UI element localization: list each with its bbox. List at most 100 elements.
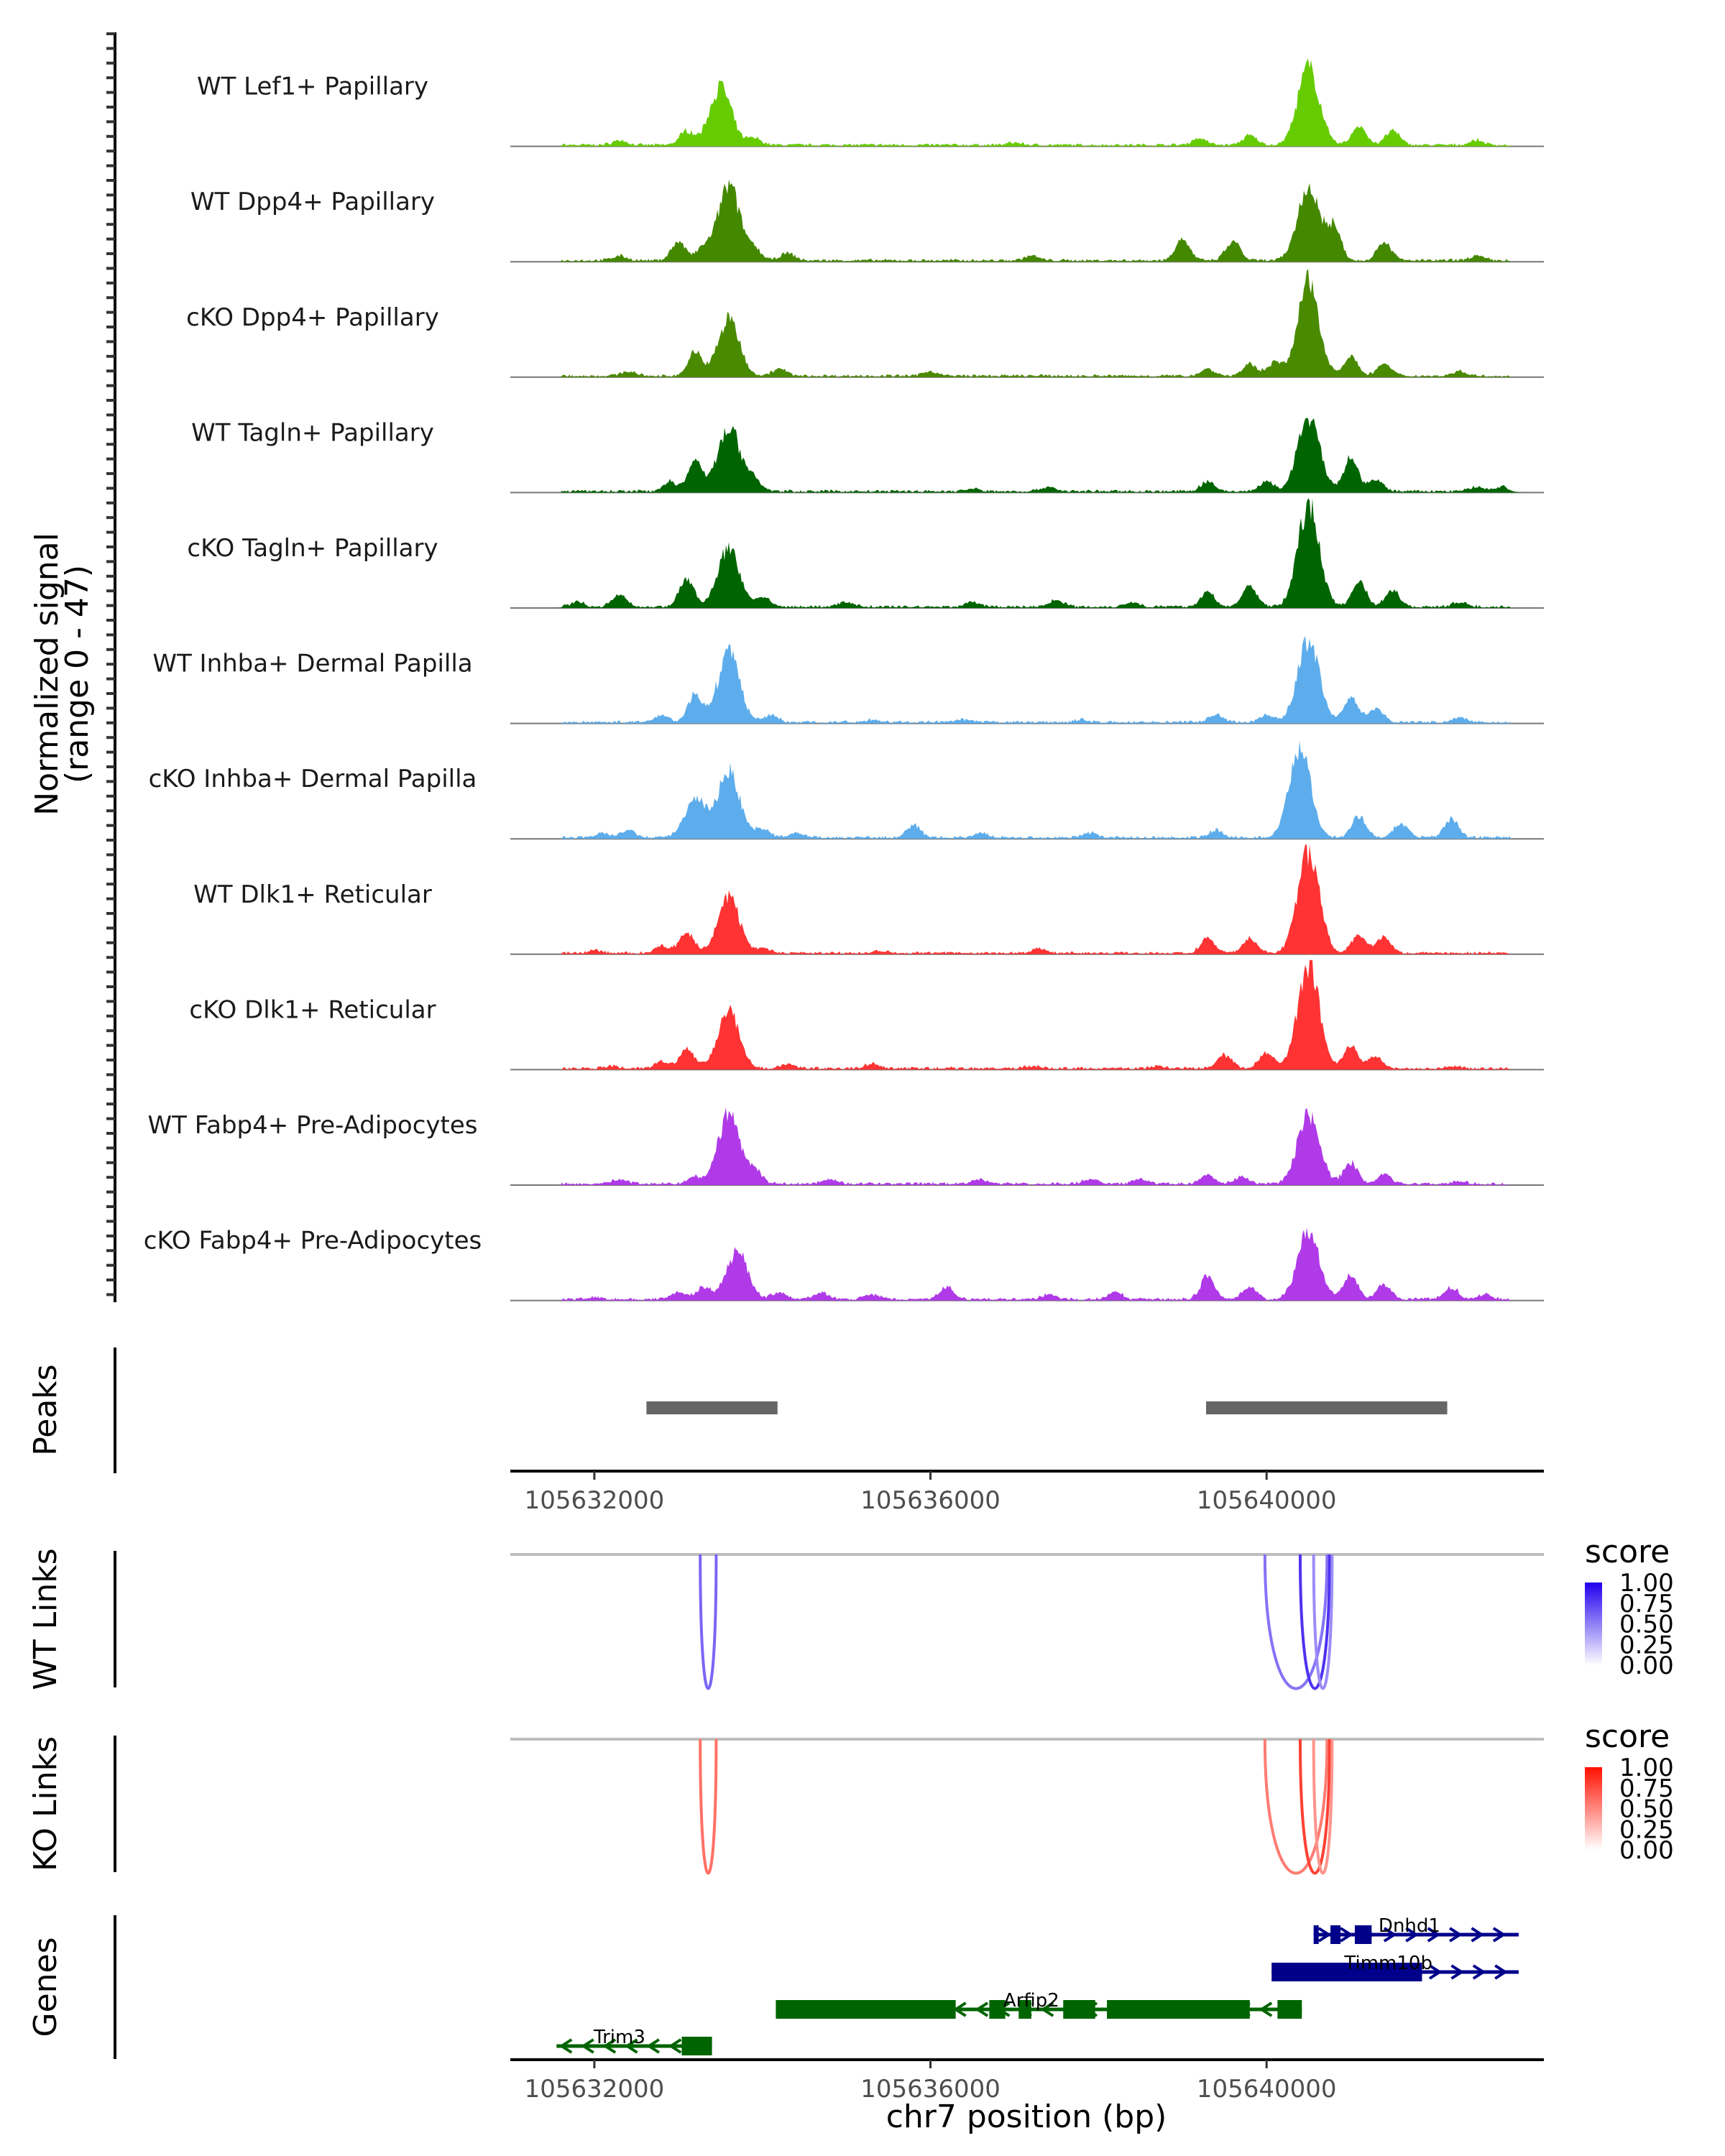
legend-tick-label: 0.25 [1619,1815,1674,1844]
gene-exon [1277,2000,1302,2019]
coverage-area [510,740,1544,839]
strand-arrow-right-icon [1428,1964,1443,1980]
link-arc [1298,1738,1331,1875]
legend-tick-label: 0.50 [1619,1795,1674,1824]
peak-bars [646,1401,1448,1414]
legend-tick-label: 0.00 [1619,1651,1674,1680]
track-label: cKO Fabp4+ Pre-Adipocytes [144,1227,482,1256]
links-panel-title: KO Links [27,1736,64,1871]
gene-model: Trim3 [556,2027,712,2055]
coverage-y-axis-range: (range 0 - 47) [59,565,96,783]
coverage-track: cKO Dpp4+ Papillary [186,269,1544,378]
x-tick-label: 105632000 [525,2075,665,2104]
coverage-track: WT Fabp4+ Pre-Adipocytes [148,1107,1544,1186]
coverage-area [510,418,1544,493]
x-tick-label: 105636000 [860,1486,1000,1515]
track-label: WT Lef1+ Papillary [197,73,428,101]
gene-exon [1354,1925,1372,1944]
coverage-area [510,179,1544,262]
track-label: cKO Inhba+ Dermal Papilla [149,765,477,793]
genes-panel-title: Genes [27,1937,64,2037]
gene-name-label: Dnhd1 [1379,1915,1440,1937]
coverage-track: WT Dpp4+ Papillary [190,179,1544,263]
gene-exon [1107,2000,1250,2019]
gene-name-label: Timm10b [1343,1953,1432,1974]
coverage-track: cKO Fabp4+ Pre-Adipocytes [144,1227,1544,1302]
legend-tick-label: 1.00 [1619,1754,1674,1782]
link-arc [1263,1554,1329,1690]
coverage-track: WT Lef1+ Papillary [197,58,1544,147]
gene-exon [989,2000,1006,2019]
coverage-track: WT Tagln+ Papillary [191,418,1544,494]
gene-model: Dnhd1 [1313,1915,1519,1944]
track-label: WT Dlk1+ Reticular [193,880,432,909]
coverage-area [510,1107,1544,1185]
legend-tick-label: 1.00 [1619,1569,1674,1598]
x-tick-label: 105636000 [860,2075,1000,2104]
peaks-panel: Peaks 105632000 105636000 105640000 [27,1348,1544,1515]
gene-name-label: Trim3 [593,2027,645,2048]
track-label: WT Tagln+ Papillary [191,418,434,447]
genes-x-ticks: 105632000 105636000 105640000 [525,2060,1337,2104]
legend-tick-label: 0.50 [1619,1611,1674,1639]
gene-models: Dnhd1 Timm10b Arfip2 Trim3 [556,1915,1519,2055]
coverage-area [510,844,1544,954]
link-arc [1312,1554,1334,1690]
link-arc [699,1554,718,1690]
strand-arrow-left-icon [581,2038,594,2054]
track-label: WT Inhba+ Dermal Papilla [152,650,472,678]
strand-arrow-right-icon [1383,1927,1397,1943]
gene-name-label: Arfip2 [1003,1990,1059,2012]
peaks-x-ticks: 105632000 105636000 105640000 [525,1471,1337,1515]
legend-colorbar [1585,1583,1602,1665]
strand-arrow-right-icon [1340,1927,1353,1943]
x-axis-title: chr7 position (bp) [886,2099,1167,2135]
strand-arrow-left-icon [975,2001,989,2017]
strand-arrow-left-icon [668,2038,682,2054]
track-label: cKO Dpp4+ Papillary [186,303,439,332]
strand-arrow-left-icon [1259,2001,1273,2017]
legend-tick-label: 0.75 [1619,1590,1674,1618]
strand-arrow-right-icon [1494,1964,1508,1980]
coverage-tracks: WT Lef1+ Papillary WT Dpp4+ Papillary cKO … [144,58,1544,1302]
strand-arrow-left-icon [558,2038,573,2054]
links-panel-title: WT Links [27,1548,64,1690]
coverage-y-ticks [106,32,115,1296]
coverage-area [510,58,1544,147]
coverage-area [510,959,1544,1070]
coverage-y-axis-title: Normalized signal [29,533,65,816]
coverage-track: cKO Dlk1+ Reticular [189,959,1544,1071]
coverage-track: cKO Tagln+ Papillary [187,498,1544,609]
x-tick-label: 105640000 [1197,2075,1337,2104]
coverage-area [510,498,1544,608]
strand-arrow-left-icon [624,2038,638,2054]
gene-exon [1271,1963,1422,1981]
strand-arrow-left-icon [1040,2001,1054,2017]
track-label: cKO Tagln+ Papillary [187,534,438,563]
coverage-panel: WT Lef1+ Papillary WT Dpp4+ Papillary cKO … [29,32,1544,1302]
strand-arrow-left-icon [952,2001,967,2017]
strand-arrow-right-icon [1427,1927,1441,1943]
track-label: cKO Dlk1+ Reticular [189,995,436,1024]
strand-arrow-left-icon [602,2038,617,2054]
strand-arrow-right-icon [1492,1927,1506,1943]
gene-model: Timm10b [1271,1953,1519,1981]
strand-arrow-right-icon [1472,1964,1486,1980]
gene-exon [1063,2000,1095,2019]
link-arc [1298,1554,1331,1690]
track-label: WT Dpp4+ Papillary [190,188,435,216]
legend-tick-label: 0.00 [1619,1836,1674,1865]
coverage-area [510,269,1544,377]
strand-arrow-right-icon [1450,1964,1465,1980]
strand-arrow-left-icon [646,2038,660,2054]
strand-arrow-right-icon [1405,1927,1419,1943]
gene-exon [1018,2000,1031,2019]
peak-region-bar [1206,1401,1448,1414]
legend-colorbar [1585,1767,1602,1850]
coverage-track: WT Inhba+ Dermal Papilla [152,635,1544,724]
link-arc [699,1738,718,1875]
